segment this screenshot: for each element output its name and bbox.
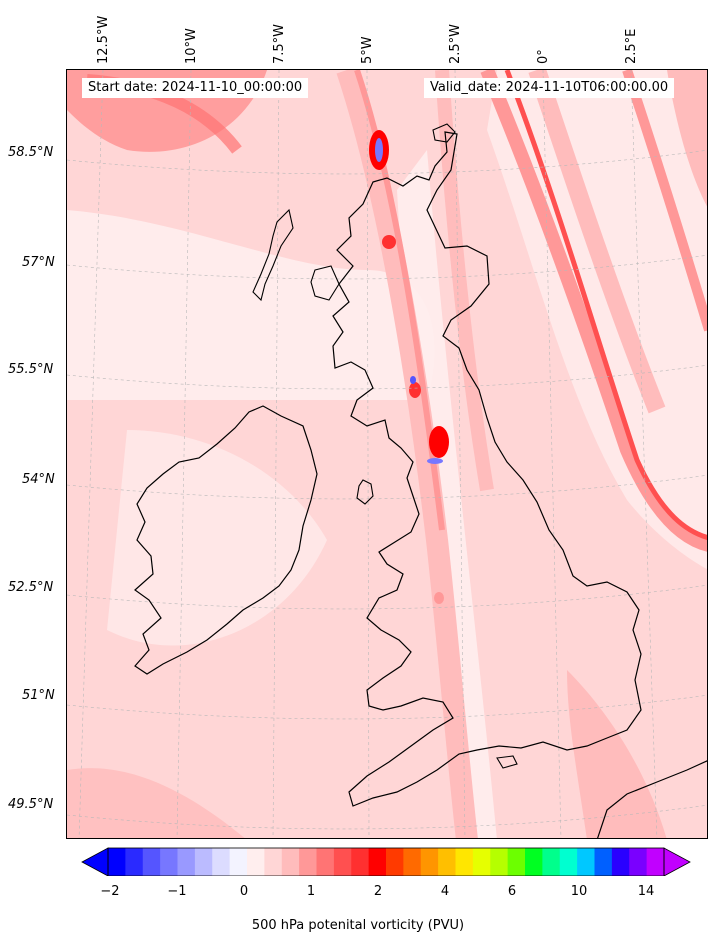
colorbar-cell <box>264 848 283 876</box>
france-coastline <box>597 760 707 838</box>
colorbar-cell <box>525 848 543 876</box>
colorbar-cell <box>646 848 665 876</box>
colorbar-cell <box>368 848 387 876</box>
longitude-label: 7.5°W <box>272 23 287 64</box>
colorbar-cell <box>351 848 370 876</box>
latitude-label: 57°N <box>22 255 55 270</box>
colorbar-cell <box>438 848 456 876</box>
longitude-label: 10°W <box>184 28 199 64</box>
colorbar-tick-label: 0 <box>239 884 249 899</box>
ireland-coastline <box>134 405 318 675</box>
latitude-label: 58.5°N <box>8 145 54 160</box>
colorbar-cell <box>281 848 300 876</box>
colorbar-cell <box>420 848 439 876</box>
colorbar-cell <box>542 848 561 876</box>
start-date-label: Start date: 2024-11-10_00:00:00 <box>82 78 309 98</box>
colorbar-cell <box>212 848 231 876</box>
colorbar-cell <box>160 848 178 876</box>
latitude-label: 55.5°N <box>8 362 54 377</box>
latitude-label: 49.5°N <box>8 797 54 812</box>
orkney-coastline <box>432 123 456 143</box>
colorbar-cell <box>142 848 161 876</box>
colorbar-cell <box>386 848 404 876</box>
colorbar-cell <box>629 848 648 876</box>
colorbar-cell <box>194 848 213 876</box>
colorbar-tick-label: 2 <box>373 884 383 899</box>
colorbar-tick-label: −2 <box>100 884 120 899</box>
latitude-label: 54°N <box>22 472 55 487</box>
colorbar-cell <box>247 848 265 876</box>
colorbar-cell <box>455 848 474 876</box>
colorbar-cell <box>490 848 509 876</box>
pv-field <box>67 70 707 838</box>
colorbar-cell <box>333 848 352 876</box>
colorbar-tick-label: 4 <box>440 884 450 899</box>
longitude-label: 0° <box>536 49 551 64</box>
colorbar-cell <box>403 848 422 876</box>
colorbar-cell <box>177 848 196 876</box>
colorbar-cell <box>316 848 335 876</box>
colorbar-cell <box>507 848 526 876</box>
longitude-label: 2.5°E <box>624 28 639 64</box>
colorbar-cell <box>594 848 613 876</box>
colorbar-tick-label: 10 <box>570 884 588 899</box>
colorbar-tick-label: 14 <box>637 884 655 899</box>
colorbar-cell <box>125 848 144 876</box>
colorbar-cell <box>299 848 317 876</box>
great-britain-coastline <box>332 131 642 807</box>
colorbar-cell <box>577 848 595 876</box>
isle-of-wight-coastline <box>496 755 518 769</box>
longitude-label: 5°W <box>360 36 375 64</box>
longitude-label: 12.5°W <box>96 15 111 64</box>
map-panel <box>66 69 708 839</box>
colorbar-cell <box>611 848 630 876</box>
colorbar-extend-min <box>81 847 109 876</box>
colorbar-cell <box>559 848 578 876</box>
colorbar <box>81 847 691 876</box>
western-isles-coastline <box>252 208 294 302</box>
colorbar-cell <box>108 848 126 876</box>
colorbar-extend-max <box>663 847 691 876</box>
latitude-label: 51°N <box>22 688 55 703</box>
colorbar-label: 500 hPa potenital vorticity (PVU) <box>251 918 465 933</box>
latitude-label: 52.5°N <box>8 580 54 595</box>
colorbar-cell <box>472 848 491 876</box>
longitude-label: 2.5°W <box>448 23 463 64</box>
valid-date-label: Valid_date: 2024-11-10T06:00:00.00 <box>424 78 675 98</box>
colorbar-tick-label: 6 <box>507 884 517 899</box>
colorbar-tick-label: −1 <box>167 884 187 899</box>
isle-of-man-coastline <box>356 479 374 505</box>
skye-coastline <box>310 265 340 301</box>
colorbar-cell <box>229 848 248 876</box>
colorbar-tick-label: 1 <box>306 884 316 899</box>
